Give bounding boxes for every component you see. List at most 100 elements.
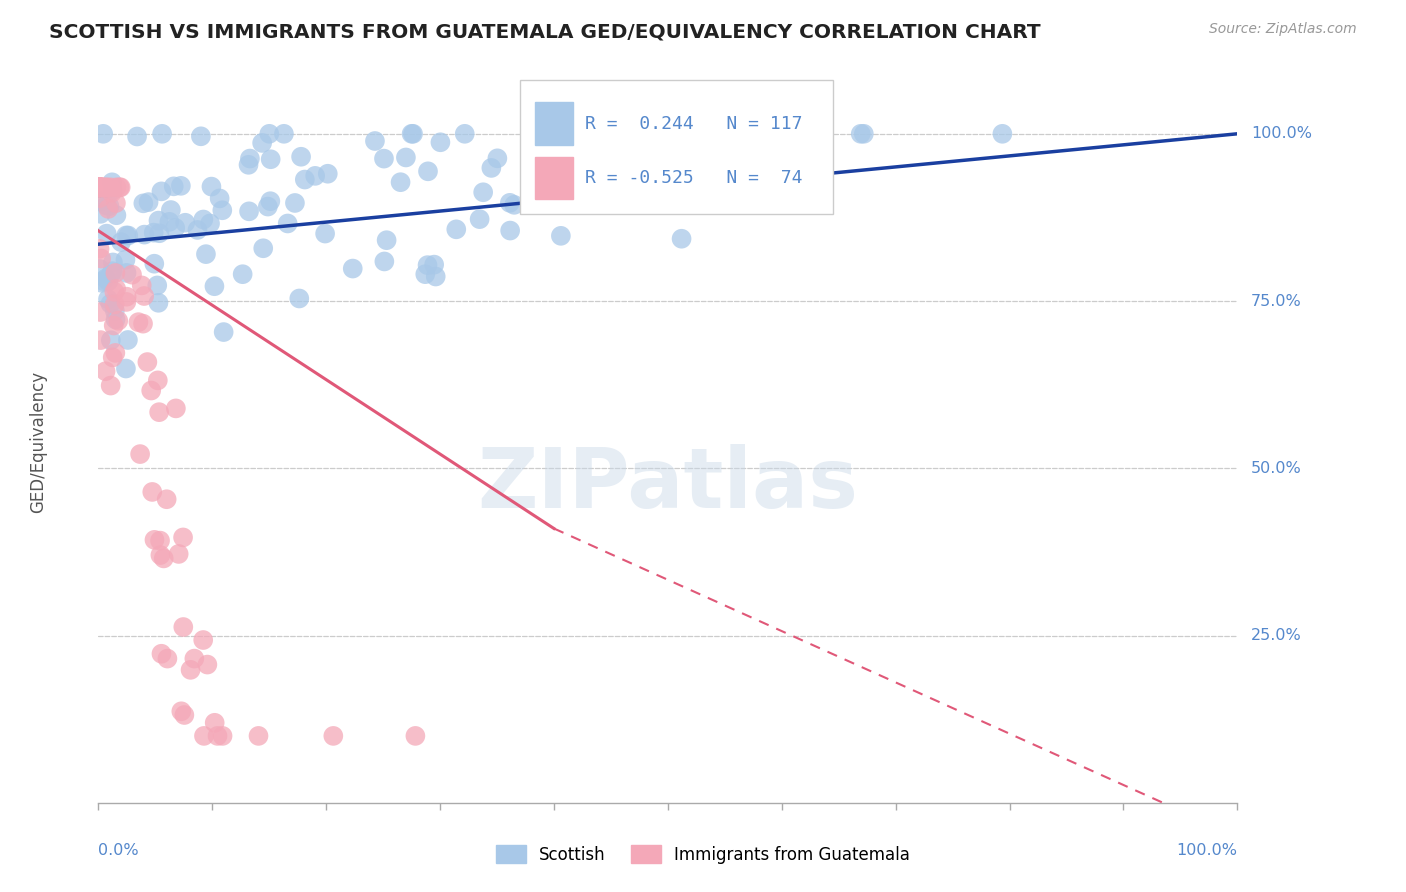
- Point: [90, 252, 112, 266]
- Point: [96, 180, 118, 194]
- Point: [193, 729, 215, 743]
- Point: [94, 180, 117, 194]
- Point: [91, 274, 114, 288]
- Point: [146, 373, 169, 387]
- Point: [132, 196, 155, 211]
- Point: [671, 232, 693, 246]
- Point: [520, 127, 543, 141]
- Point: [97, 274, 120, 288]
- Point: [97, 292, 120, 306]
- Point: [849, 127, 872, 141]
- Point: [148, 405, 170, 419]
- Point: [107, 314, 129, 328]
- Point: [96, 198, 118, 212]
- Point: [90, 333, 112, 347]
- Point: [499, 195, 522, 210]
- Point: [94, 364, 117, 378]
- Point: [104, 312, 127, 326]
- Point: [100, 378, 122, 392]
- Point: [446, 222, 468, 236]
- Point: [142, 226, 165, 240]
- Point: [136, 355, 159, 369]
- Point: [100, 268, 122, 282]
- Point: [429, 136, 451, 150]
- Point: [544, 164, 567, 178]
- Point: [252, 241, 274, 255]
- Point: [149, 533, 172, 548]
- Point: [89, 262, 111, 277]
- Point: [100, 186, 122, 200]
- Point: [97, 202, 120, 216]
- Point: [115, 294, 138, 309]
- Point: [193, 212, 215, 227]
- Point: [89, 180, 111, 194]
- Point: [143, 257, 166, 271]
- Point: [605, 177, 627, 191]
- Point: [148, 295, 170, 310]
- Text: R = -0.525   N =  74: R = -0.525 N = 74: [585, 169, 803, 186]
- Point: [373, 254, 395, 268]
- Point: [115, 290, 138, 304]
- Point: [148, 213, 170, 227]
- Point: [389, 175, 412, 189]
- Point: [89, 180, 111, 194]
- Point: [709, 127, 731, 141]
- Point: [193, 633, 215, 648]
- Point: [250, 136, 273, 150]
- Point: [121, 268, 143, 282]
- Point: [101, 183, 124, 197]
- Point: [117, 333, 139, 347]
- Point: [238, 158, 260, 172]
- Point: [207, 729, 229, 743]
- Point: [101, 264, 124, 278]
- Point: [141, 484, 163, 499]
- Point: [211, 203, 233, 218]
- Point: [852, 127, 875, 141]
- Point: [89, 305, 111, 319]
- Point: [90, 207, 112, 221]
- Text: Source: ZipAtlas.com: Source: ZipAtlas.com: [1209, 22, 1357, 37]
- Point: [165, 401, 187, 416]
- Point: [167, 547, 190, 561]
- Point: [114, 252, 136, 267]
- Point: [200, 179, 222, 194]
- Point: [150, 127, 173, 141]
- Point: [208, 191, 231, 205]
- Point: [89, 180, 111, 194]
- Legend: Scottish, Immigrants from Guatemala: Scottish, Immigrants from Guatemala: [489, 838, 917, 871]
- FancyBboxPatch shape: [520, 80, 832, 214]
- FancyBboxPatch shape: [534, 156, 574, 199]
- Point: [98, 199, 121, 213]
- Point: [172, 530, 194, 544]
- Point: [174, 216, 197, 230]
- Point: [204, 279, 226, 293]
- Point: [101, 255, 124, 269]
- Point: [157, 215, 180, 229]
- Point: [104, 304, 127, 318]
- Text: GED/Equivalency: GED/Equivalency: [30, 370, 48, 513]
- Point: [342, 261, 364, 276]
- Point: [105, 208, 128, 222]
- Point: [304, 169, 326, 183]
- Point: [294, 172, 316, 186]
- Point: [152, 551, 174, 566]
- Point: [172, 620, 194, 634]
- Point: [472, 186, 495, 200]
- Point: [100, 333, 122, 347]
- Point: [89, 180, 111, 194]
- Point: [550, 228, 572, 243]
- Point: [779, 142, 801, 156]
- Point: [416, 258, 439, 272]
- Point: [170, 178, 193, 193]
- Point: [416, 164, 439, 178]
- Point: [232, 267, 254, 281]
- Point: [423, 258, 446, 272]
- Point: [91, 127, 114, 141]
- Point: [156, 492, 179, 507]
- Point: [375, 233, 398, 247]
- Point: [238, 204, 260, 219]
- Point: [165, 220, 187, 235]
- Point: [180, 663, 202, 677]
- Point: [731, 181, 754, 195]
- Point: [89, 242, 111, 256]
